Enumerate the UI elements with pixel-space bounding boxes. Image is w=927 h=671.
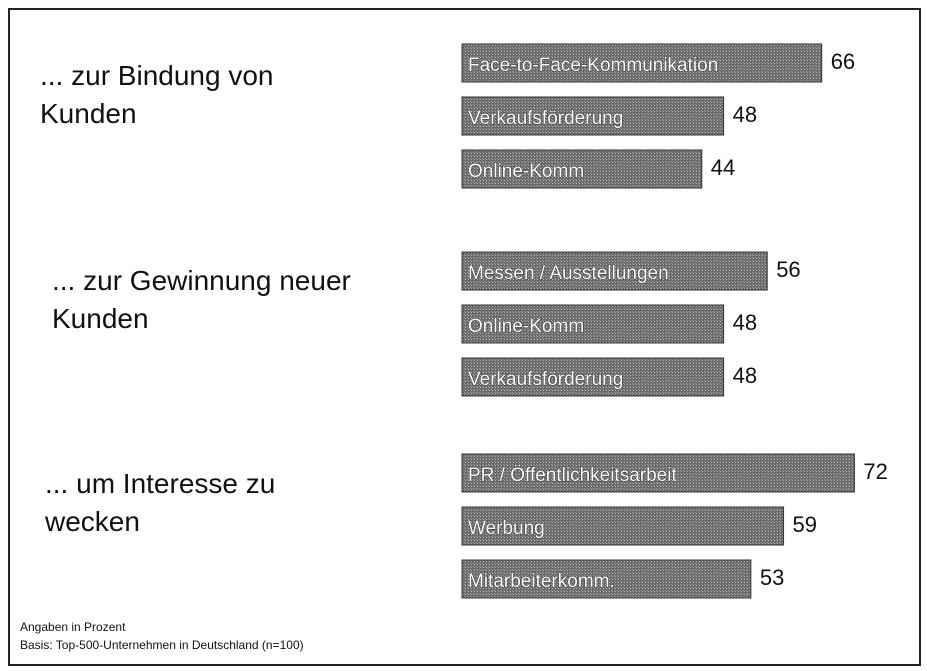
bar-label: Werbung <box>468 518 545 539</box>
value-label: 56 <box>776 257 800 282</box>
value-label: 53 <box>760 565 784 590</box>
value-label: 59 <box>793 512 817 537</box>
value-label: 66 <box>831 49 855 74</box>
bar <box>461 43 823 83</box>
bar-label: PR / Öffentlichkeitsarbeit <box>468 465 677 486</box>
bar <box>461 506 785 546</box>
group-label: ... zur Gewinnung neuer Kunden <box>52 265 351 334</box>
bar <box>461 149 703 189</box>
value-label: 48 <box>733 363 757 388</box>
bar-label: Messen / Ausstellungen <box>468 263 669 284</box>
note: Basis: Top-500-Unternehmen in Deutschlan… <box>20 638 304 652</box>
value-label: 48 <box>733 102 757 127</box>
group-label: ... zur Bindung von Kunden <box>40 60 274 129</box>
frame <box>8 8 921 666</box>
bar <box>461 559 752 599</box>
value-label: 44 <box>711 155 735 180</box>
bar-label: Verkaufsförderung <box>468 369 623 390</box>
bar-label: Online-Komm <box>468 316 584 337</box>
bar-label: Face-to-Face-Kommunikation <box>468 55 718 76</box>
bar <box>461 96 725 136</box>
bar-label: Online-Komm <box>468 161 584 182</box>
note: Angaben in Prozent <box>20 620 126 634</box>
value-label: 48 <box>733 310 757 335</box>
bar <box>461 304 725 344</box>
bar <box>461 251 768 291</box>
bar-label: Verkaufsförderung <box>468 108 623 129</box>
bar <box>461 453 855 493</box>
bar-label: Mitarbeiterkomm. <box>468 571 615 592</box>
bar <box>461 357 725 397</box>
value-label: 72 <box>863 459 887 484</box>
group-label: ... um Interesse zu wecken <box>45 468 276 537</box>
